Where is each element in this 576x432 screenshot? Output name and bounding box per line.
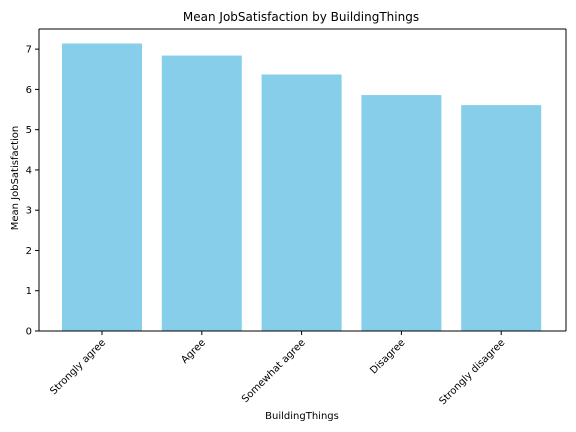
y-tick-label: 5 bbox=[26, 125, 32, 136]
y-tick-label: 7 bbox=[26, 45, 32, 56]
x-tick-label: Strongly disagree bbox=[437, 337, 507, 407]
bar bbox=[261, 74, 342, 331]
x-tick-label: Disagree bbox=[368, 337, 407, 376]
x-axis-label: BuildingThings bbox=[265, 411, 339, 422]
y-tick-label: 2 bbox=[26, 246, 32, 257]
chart-title: Mean JobSatisfaction by BuildingThings bbox=[183, 10, 419, 24]
x-tick-label: Strongly agree bbox=[48, 337, 108, 397]
y-axis-label: Mean JobSatisfaction bbox=[10, 126, 21, 231]
y-tick-label: 0 bbox=[26, 327, 32, 338]
y-tick-label: 3 bbox=[26, 206, 32, 217]
y-tick-label: 4 bbox=[26, 165, 32, 176]
bar bbox=[361, 95, 442, 332]
y-tick-label: 6 bbox=[26, 85, 32, 96]
x-tick-label: Agree bbox=[179, 337, 208, 366]
y-tick-label: 1 bbox=[26, 286, 32, 297]
bar bbox=[461, 105, 542, 331]
bar bbox=[62, 43, 142, 331]
x-tick-label: Somewhat agree bbox=[240, 337, 308, 405]
plot-area: 0 1 2 3 4 5 6 7 Strongly agree Agree Somewhat agre… bbox=[26, 28, 567, 407]
bar bbox=[161, 55, 242, 332]
